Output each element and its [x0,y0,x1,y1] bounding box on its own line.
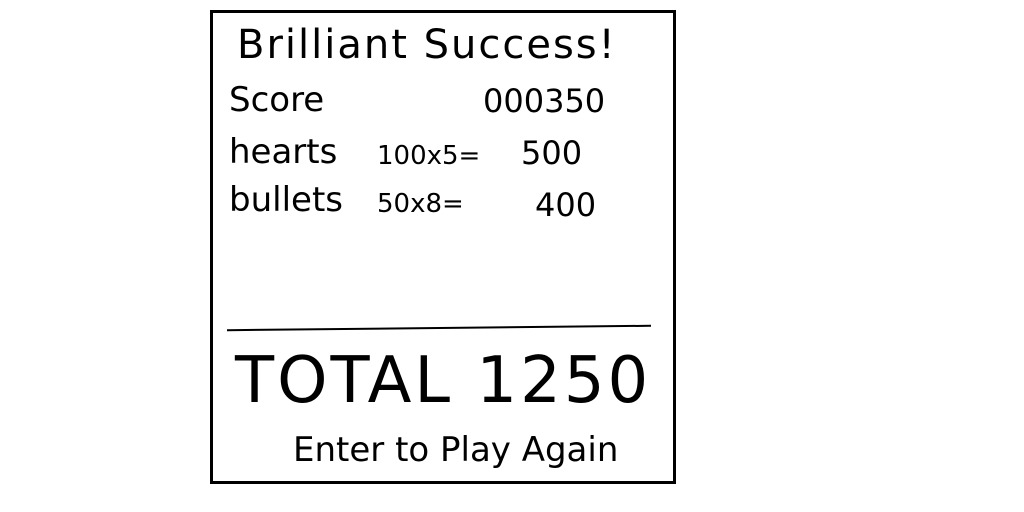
total-score: TOTAL 1250 [235,344,652,418]
hearts-label: hearts [229,132,338,172]
bullets-multiplier: 50x8= [377,189,464,219]
score-label: Score [229,80,325,120]
score-value: 000350 [483,82,606,120]
total-divider [227,324,651,332]
success-title: Brilliant Success! [237,22,617,68]
bullets-value: 400 [535,186,597,224]
hearts-value: 500 [521,134,583,172]
game-over-panel: Brilliant Success! Score 000350 hearts 1… [210,10,676,484]
hearts-multiplier: 100x5= [377,141,481,171]
bullets-label: bullets [229,180,343,220]
play-again-prompt: Enter to Play Again [293,430,619,470]
